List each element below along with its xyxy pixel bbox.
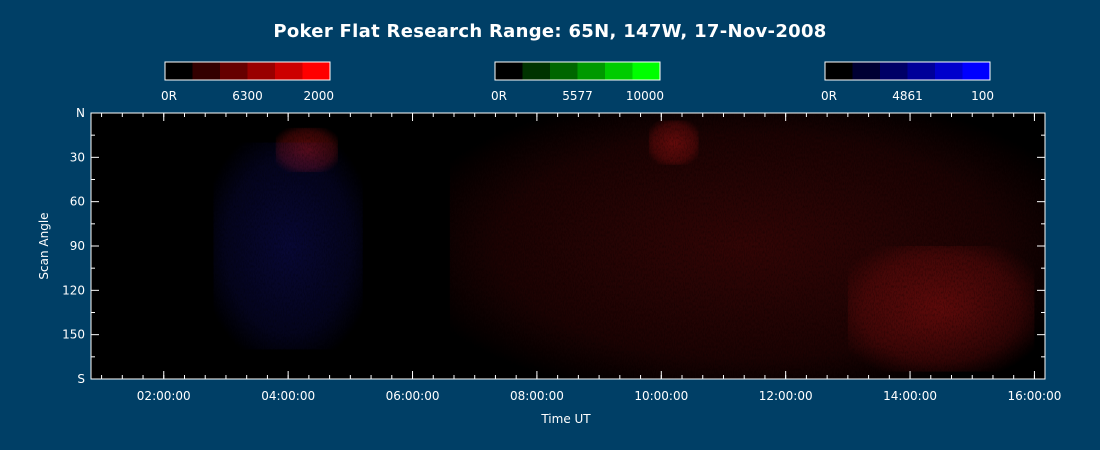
colorbar-low-label: 0R	[821, 89, 837, 103]
colorbar-swatch	[605, 62, 633, 80]
colorbar-frame	[824, 61, 991, 81]
colorbar-swatch	[522, 62, 551, 80]
x-tick-label: 08:00:00	[510, 389, 564, 403]
colorbar-swatch	[577, 62, 606, 80]
colorbar-name: 4861	[892, 89, 923, 103]
colorbar-4861: 0R 4861 100	[821, 61, 994, 103]
y-tick-label: 90	[70, 239, 85, 253]
colorbar-swatch	[192, 62, 221, 80]
x-tick-label: 06:00:00	[386, 389, 440, 403]
colorbar-6300: 0R 6300 2000	[161, 61, 334, 103]
colorbar-5577: 0R 5577 10000	[491, 61, 664, 103]
x-tick-label: 04:00:00	[261, 389, 315, 403]
colorbar-high-label: 10000	[626, 89, 664, 103]
colorbar-swatch	[962, 62, 991, 80]
colorbar-frame	[164, 61, 331, 81]
colorbar-swatch	[632, 62, 661, 80]
colorbar-swatch	[880, 62, 908, 80]
colorbar-swatch	[852, 62, 881, 80]
y-axis-label: Scan Angle	[37, 212, 51, 279]
x-axis-label: Time UT	[540, 412, 591, 426]
colorbar-high-label: 100	[971, 89, 994, 103]
x-tick-label: 12:00:00	[759, 389, 813, 403]
colorbar-low-label: 0R	[161, 89, 177, 103]
colorbar-swatch	[550, 62, 578, 80]
colorbar-low-label: 0R	[491, 89, 507, 103]
colorbar-name: 6300	[232, 89, 263, 103]
axes: 02:00:00 04:00:00 06:00:00 08:00:00 10:00:00…	[62, 106, 1061, 403]
y-tick-label: 60	[70, 195, 85, 209]
colorbar-swatch	[825, 62, 853, 80]
y-tick-label: N	[76, 106, 85, 120]
colorbar-swatch	[220, 62, 248, 80]
colorbar-swatch	[247, 62, 276, 80]
y-tick-label: 30	[70, 150, 85, 164]
colorbar-high-label: 2000	[303, 89, 334, 103]
y-tick-label: 150	[62, 328, 85, 342]
colorbar-swatch	[495, 62, 523, 80]
x-tick-label: 10:00:00	[634, 389, 688, 403]
colorbar-swatch	[935, 62, 963, 80]
x-tick-label: 16:00:00	[1007, 389, 1061, 403]
noise-texture	[91, 113, 1045, 379]
colorbar-swatch	[165, 62, 193, 80]
colorbar-swatch	[907, 62, 936, 80]
plot-area	[90, 112, 1046, 380]
x-tick-label: 02:00:00	[137, 389, 191, 403]
colorbar-swatch	[275, 62, 303, 80]
chart-title: Poker Flat Research Range: 65N, 147W, 17…	[273, 21, 826, 42]
colorbar-legend: 0R 6300 2000 0R 5577 10000 0R 4861 100	[161, 61, 994, 103]
colorbar-swatch	[302, 62, 331, 80]
y-tick-label: S	[77, 372, 85, 386]
colorbar-name: 5577	[562, 89, 593, 103]
y-tick-label: 120	[62, 283, 85, 297]
colorbar-frame	[494, 61, 661, 81]
x-tick-label: 14:00:00	[883, 389, 937, 403]
